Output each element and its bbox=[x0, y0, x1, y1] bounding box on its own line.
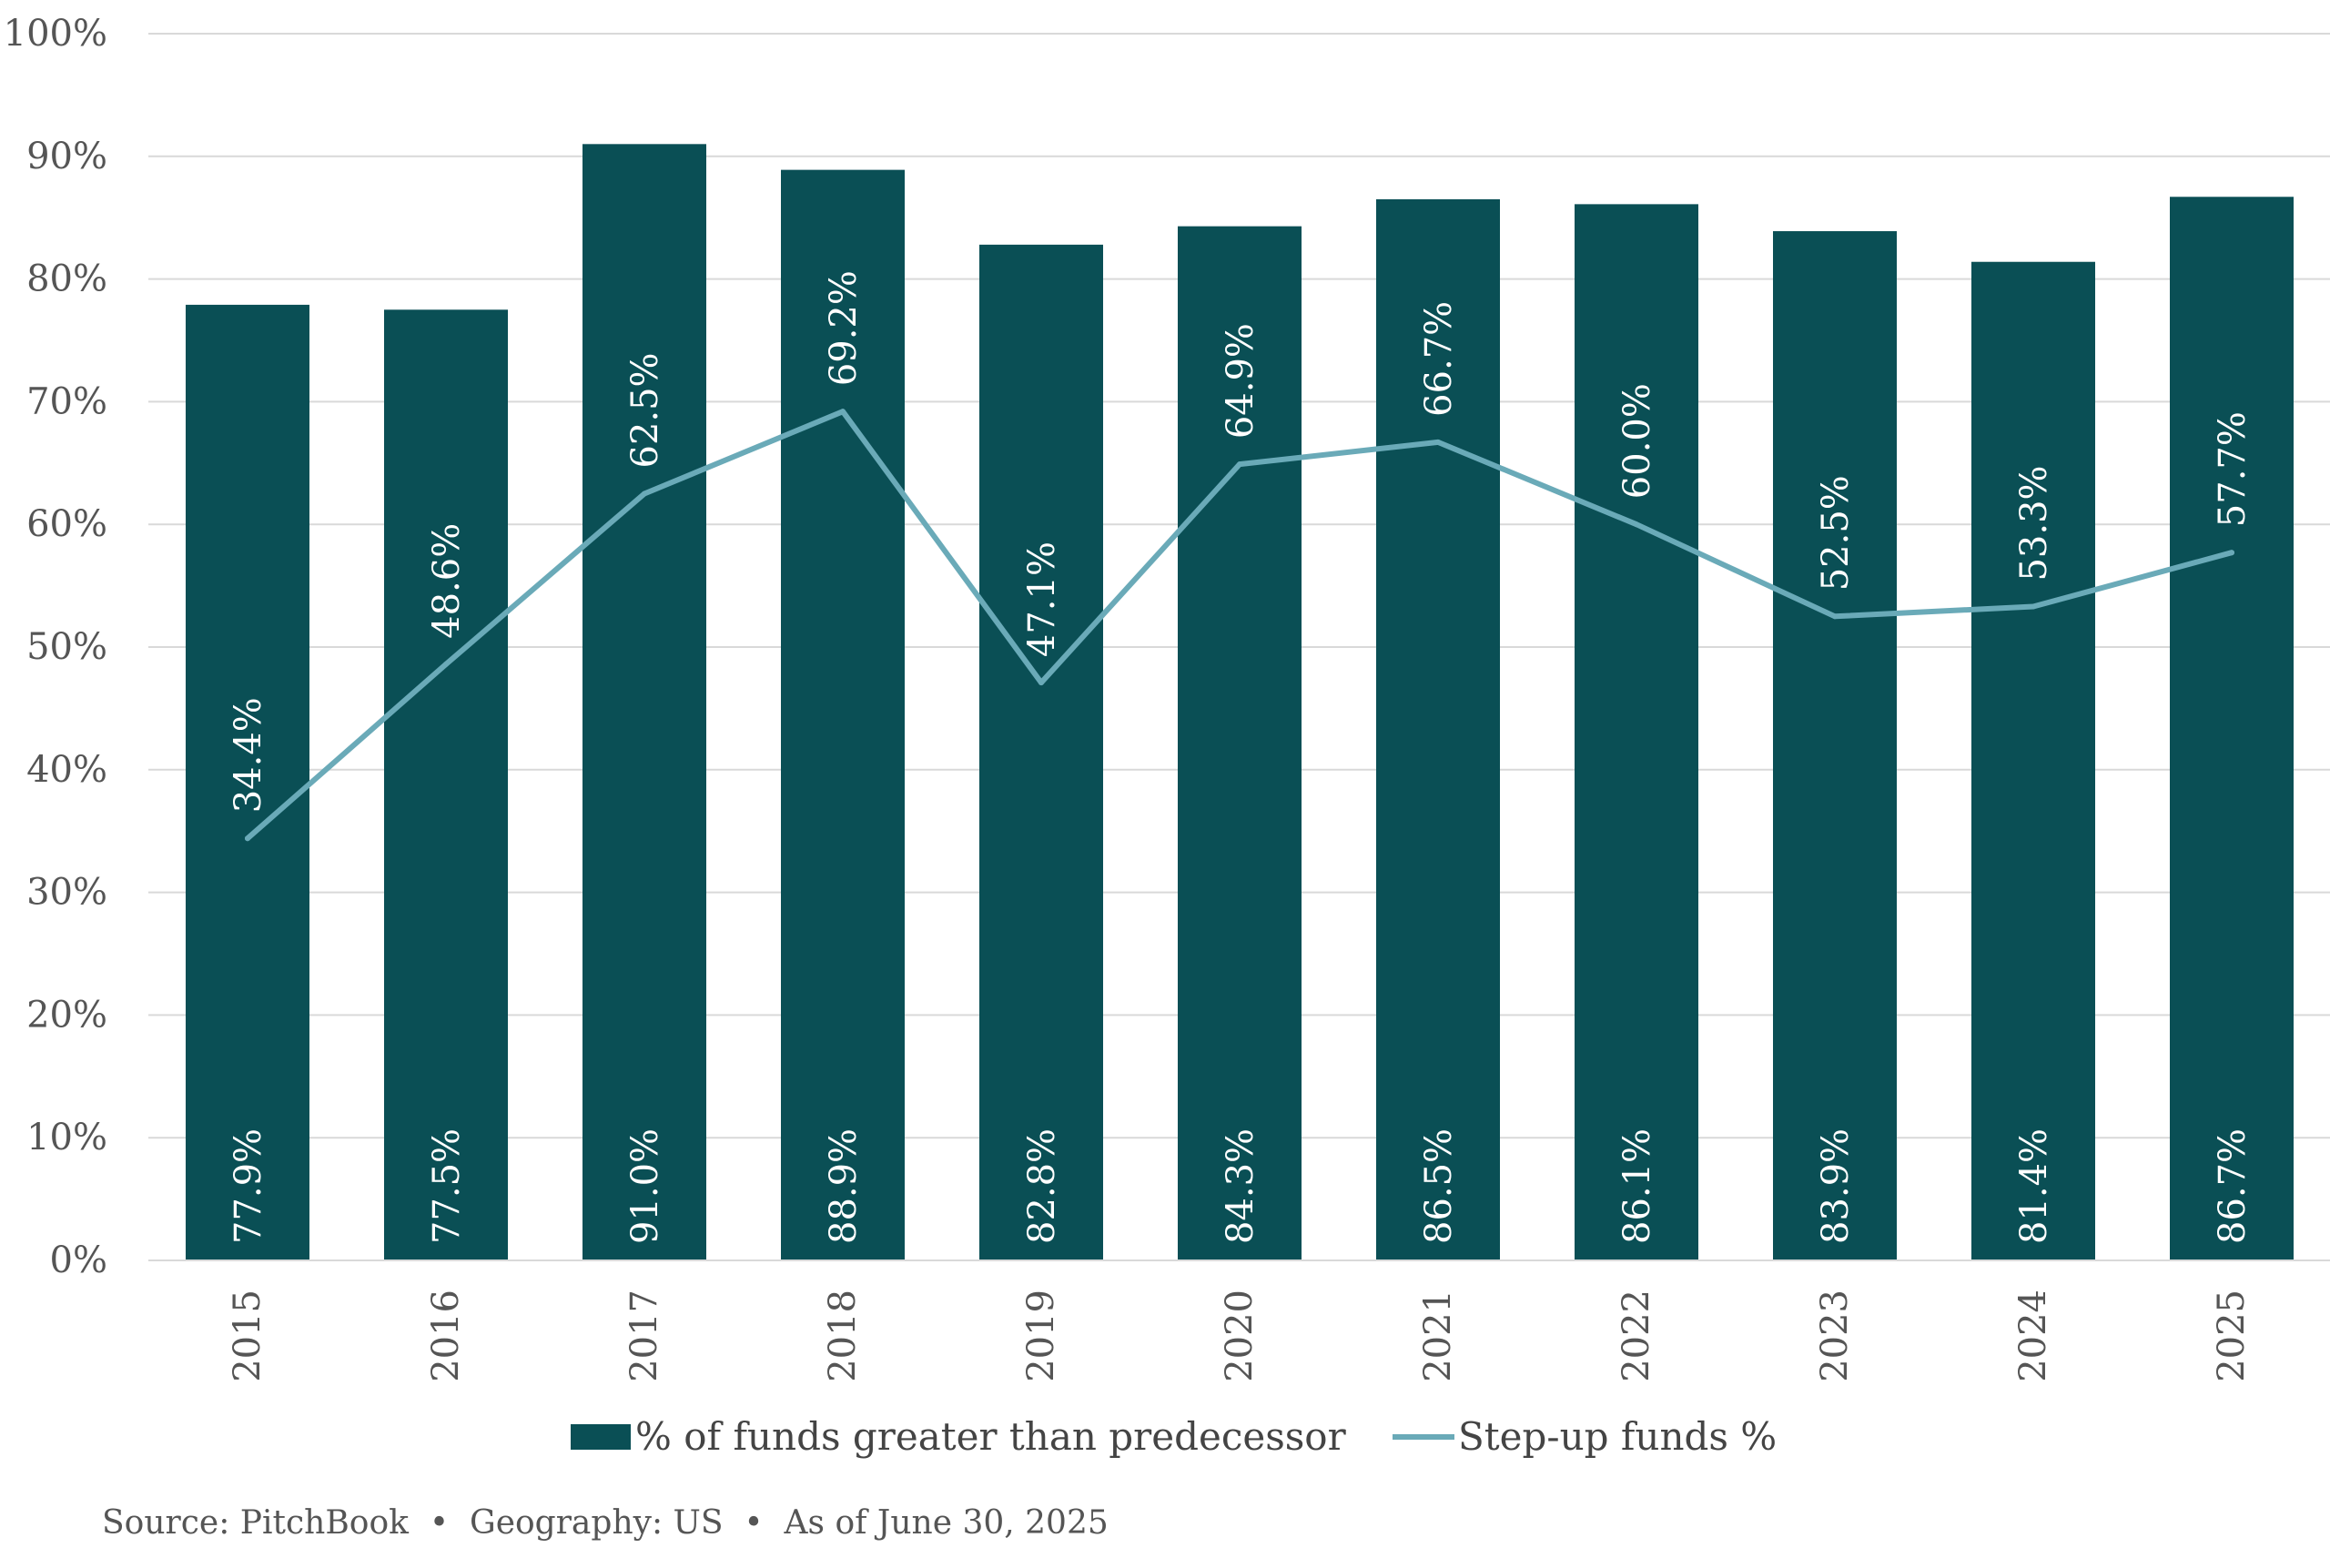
bar-value-label: 88.9% bbox=[823, 1128, 865, 1244]
bar bbox=[1178, 226, 1302, 1261]
y-tick-label: 80% bbox=[26, 258, 107, 300]
y-tick-label: 0% bbox=[50, 1239, 107, 1281]
x-tick-label: 2015 bbox=[227, 1290, 268, 1382]
y-axis: 0% 10% 20% 30% 40% 50% 60% 70% 80% 90% 100% bbox=[4, 13, 107, 1281]
x-tick-label: 2023 bbox=[1814, 1290, 1856, 1382]
line-point bbox=[1237, 461, 1242, 468]
bar-value-label: 81.4% bbox=[2013, 1128, 2055, 1244]
y-tick-label: 60% bbox=[26, 503, 107, 545]
bar-value-label: 86.7% bbox=[2212, 1128, 2254, 1244]
bar-value-label: 91.0% bbox=[624, 1128, 666, 1244]
bar bbox=[979, 244, 1103, 1261]
source-note: Source: PitchBook • Geography: US • As o… bbox=[102, 1504, 1109, 1542]
line-value-label: 66.7% bbox=[1418, 301, 1460, 417]
bars bbox=[186, 144, 2294, 1261]
y-tick-label: 10% bbox=[26, 1117, 107, 1158]
line-value-label: 48.6% bbox=[426, 523, 468, 639]
line-point bbox=[443, 661, 449, 667]
step-up-line bbox=[245, 409, 2234, 842]
bar bbox=[1773, 231, 1897, 1261]
line-labels: 34.4% 48.6% 62.5% 69.2% 47.1% 64.9% 66.7% 60.0%… bbox=[228, 270, 2254, 813]
bar-value-label: 86.1% bbox=[1616, 1128, 1658, 1244]
line-value-label: 47.1% bbox=[1021, 541, 1063, 657]
line-value-label: 52.5% bbox=[1815, 475, 1857, 591]
line-point bbox=[2031, 603, 2036, 610]
line-point bbox=[1634, 521, 1639, 528]
y-tick-label: 40% bbox=[26, 749, 107, 791]
bar-value-label: 77.5% bbox=[426, 1128, 468, 1244]
y-tick-label: 30% bbox=[26, 872, 107, 914]
bar-value-label: 77.9% bbox=[228, 1128, 269, 1244]
line-point bbox=[2229, 550, 2234, 556]
y-tick-label: 100% bbox=[4, 13, 107, 55]
y-tick-label: 20% bbox=[26, 994, 107, 1036]
y-tick-label: 70% bbox=[26, 380, 107, 422]
bar-labels: 77.9% 77.5% 91.0% 88.9% 82.8% 84.3% 86.5% 86.1%… bbox=[228, 1128, 2254, 1244]
legend-bar-swatch bbox=[571, 1424, 631, 1450]
line-point bbox=[1832, 613, 1838, 620]
line-value-label: 60.0% bbox=[1616, 383, 1658, 499]
bar-value-label: 83.9% bbox=[1815, 1128, 1857, 1244]
line-point bbox=[840, 409, 846, 415]
bar bbox=[186, 304, 309, 1261]
x-tick-label: 2025 bbox=[2211, 1290, 2253, 1382]
y-tick-label: 50% bbox=[26, 626, 107, 668]
legend-bar-label: % of funds greater than predecessor bbox=[635, 1414, 1347, 1459]
bar bbox=[1971, 261, 2095, 1260]
x-tick-label: 2018 bbox=[822, 1290, 864, 1382]
bar bbox=[582, 144, 706, 1260]
line-point bbox=[642, 491, 647, 497]
line-value-label: 62.5% bbox=[624, 352, 666, 468]
line-value-label: 69.2% bbox=[823, 270, 865, 386]
line-value-label: 64.9% bbox=[1220, 323, 1261, 439]
x-tick-label: 2016 bbox=[425, 1290, 467, 1382]
legend-line-label: Step-up funds % bbox=[1458, 1414, 1777, 1459]
line-point bbox=[245, 835, 250, 842]
x-tick-label: 2020 bbox=[1219, 1290, 1261, 1382]
y-tick-label: 90% bbox=[26, 136, 107, 177]
line-point bbox=[1435, 439, 1441, 445]
bar-value-label: 82.8% bbox=[1021, 1128, 1063, 1244]
bar bbox=[1575, 204, 1698, 1261]
bar bbox=[1376, 198, 1500, 1261]
x-tick-label: 2019 bbox=[1020, 1290, 1062, 1382]
line-value-label: 53.3% bbox=[2013, 465, 2055, 581]
line-point bbox=[1038, 680, 1044, 686]
x-tick-label: 2024 bbox=[2012, 1290, 2054, 1382]
x-axis: 2015 2016 2017 2018 2019 2020 2021 2022 2023 2024… bbox=[227, 1290, 2253, 1382]
legend: % of funds greater than predecessor Step… bbox=[571, 1414, 1777, 1459]
bar-value-label: 84.3% bbox=[1220, 1128, 1261, 1244]
line-value-label: 34.4% bbox=[228, 697, 269, 813]
bar-value-label: 86.5% bbox=[1418, 1128, 1460, 1244]
x-tick-label: 2021 bbox=[1417, 1290, 1459, 1382]
line-value-label: 57.7% bbox=[2212, 411, 2254, 527]
bar bbox=[2170, 197, 2294, 1261]
bar bbox=[781, 169, 905, 1260]
x-tick-label: 2022 bbox=[1616, 1290, 1657, 1382]
bar bbox=[384, 309, 508, 1260]
x-tick-label: 2017 bbox=[623, 1290, 665, 1382]
